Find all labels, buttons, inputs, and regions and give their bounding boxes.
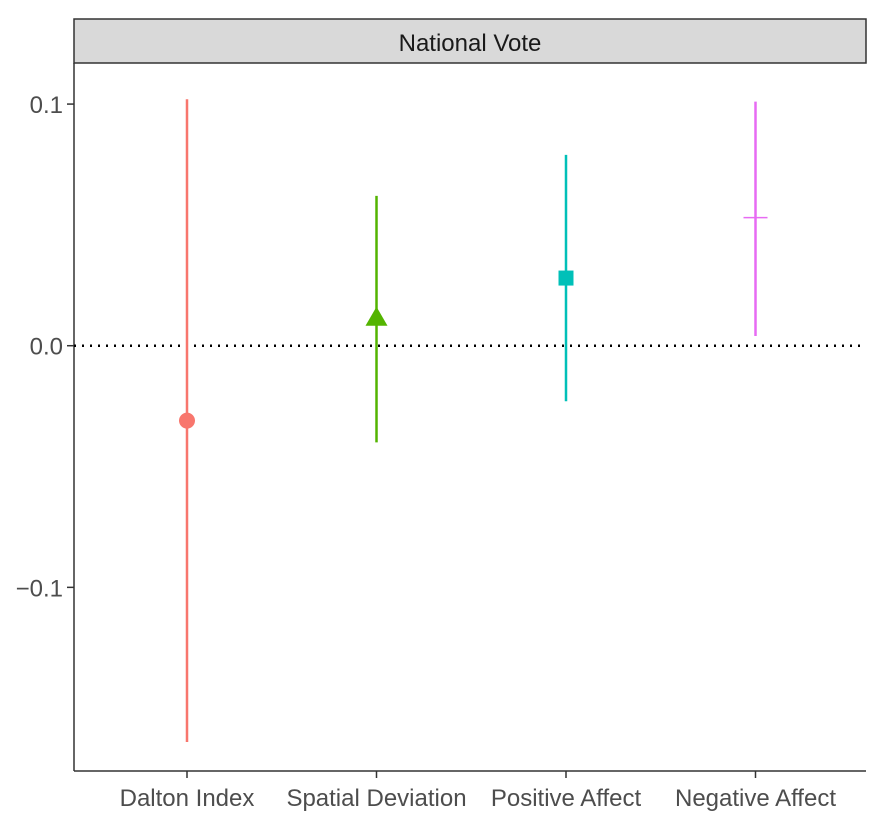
x-tick-label: Positive Affect [491,785,642,812]
pointrange-dalton-index [179,99,195,743]
y-axis-ticks: −0.1 0.0 0.1 [16,92,74,602]
x-axis-ticks: Dalton Index Spatial Deviation Positive Af… [120,771,836,812]
point-marker [365,306,388,326]
pointrange-negative-affect [743,101,768,337]
x-tick-label: Spatial Deviation [286,785,466,812]
x-tick-label: Negative Affect [675,785,836,812]
facet-strip-background [73,18,867,64]
pointrange-positive-affect [558,154,574,402]
x-tick-label: Dalton Index [120,785,255,812]
y-tick-label: 0.1 [30,92,63,119]
plot-panel [73,63,866,772]
y-tick-label: 0.0 [30,334,63,361]
facet-title: National Vote [399,30,542,57]
point-marker [179,412,195,429]
facet-strip: National Vote [73,18,867,64]
point-marker [558,270,574,286]
chart-marks [179,99,768,743]
pointrange-spatial-deviation [365,195,388,443]
y-tick-label: −0.1 [16,575,63,602]
